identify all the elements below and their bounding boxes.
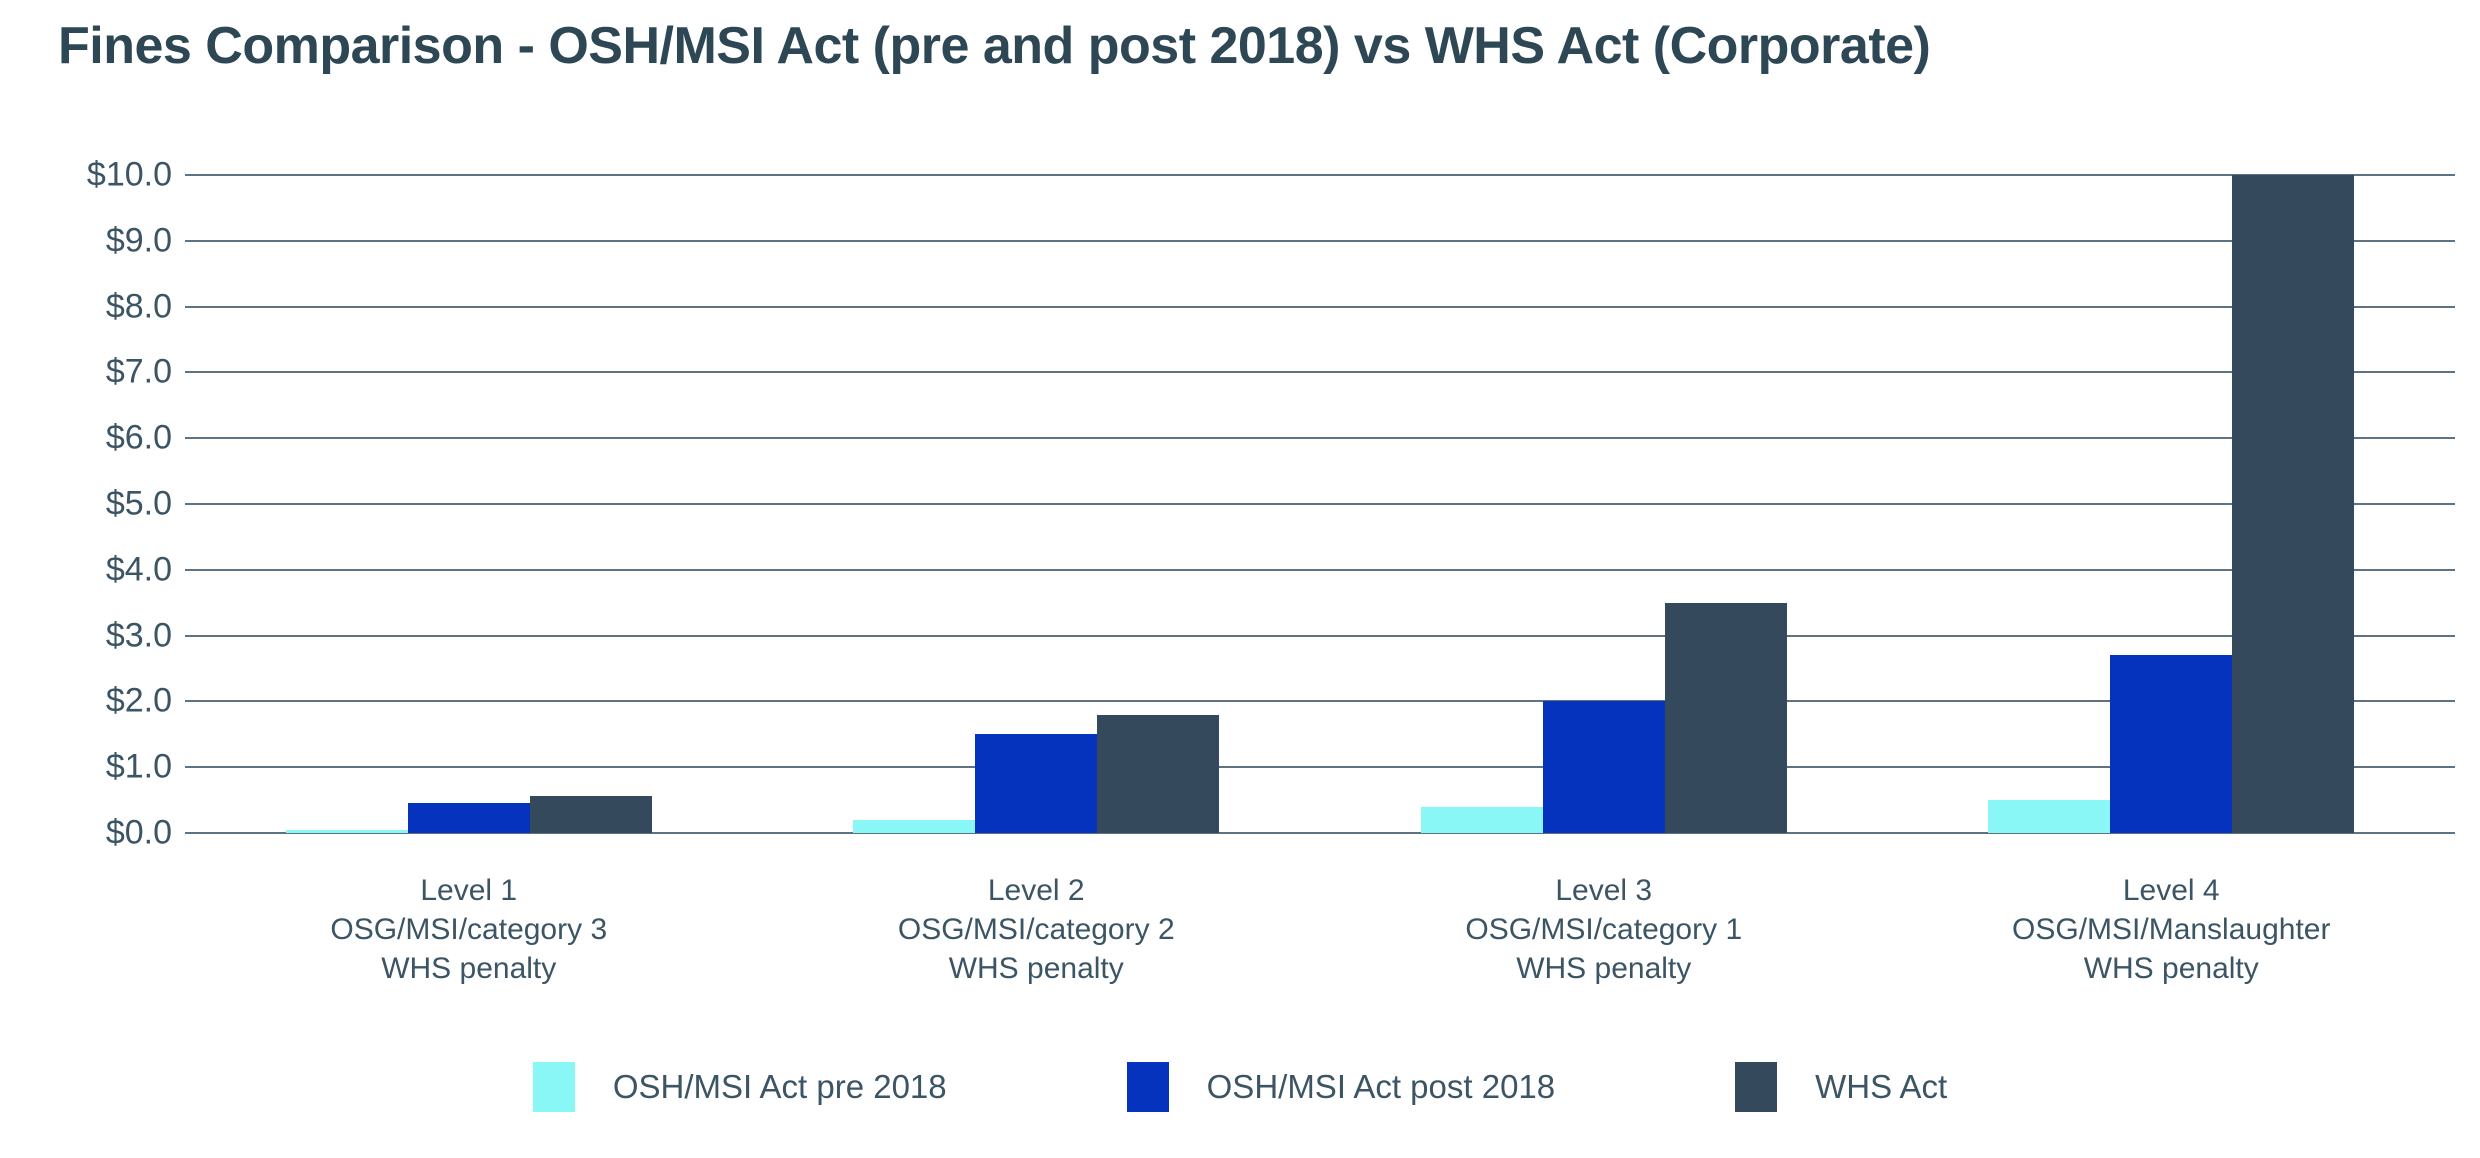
legend-swatch-icon xyxy=(532,1062,575,1112)
gridline-3 xyxy=(185,634,2455,637)
y-tick-label-3: $3.0 xyxy=(105,616,172,655)
y-tick-label-0: $0.0 xyxy=(105,813,172,852)
gridline-9 xyxy=(185,239,2455,242)
y-tick-label-2: $2.0 xyxy=(105,681,172,720)
bar-s1-c3 xyxy=(2110,655,2233,833)
gridline-2 xyxy=(185,700,2455,703)
y-tick-label-8: $8.0 xyxy=(105,287,172,326)
bar-s1-c1 xyxy=(975,734,1098,833)
legend-item-1: OSH/MSI Act pre 2018 xyxy=(532,1062,947,1112)
bar-s1-c0 xyxy=(407,803,530,833)
legend: OSH/MSI Act pre 2018 OSH/MSI Act post 201… xyxy=(0,1062,2480,1112)
legend-label: WHS Act xyxy=(1815,1068,1948,1105)
gridline-8 xyxy=(185,305,2455,308)
gridline-10 xyxy=(185,174,2455,176)
legend-swatch-icon xyxy=(1126,1062,1169,1112)
y-tick-label-5: $5.0 xyxy=(105,484,172,523)
x-category-label-line: WHS penalty xyxy=(2083,952,2259,985)
bar-group-3 xyxy=(1320,175,1888,833)
x-category-label-line: Level 2 xyxy=(987,874,1085,907)
bar-s2-c2 xyxy=(1664,602,1787,833)
bar-group-4 xyxy=(1888,175,2456,833)
y-tick-label-7: $7.0 xyxy=(105,352,172,391)
y-axis: $10.0 $9.0 $8.0 $7.0 $6.0 $5.0 $4.0 $3.0 $2.0 $1.… xyxy=(0,0,172,1158)
bar-group-2 xyxy=(753,175,1321,833)
x-category-label-line: OSG/MSI/Manslaughter xyxy=(2012,913,2331,946)
x-category-label-line: OSG/MSI/category 3 xyxy=(330,913,608,946)
y-tick-label-10: $10.0 xyxy=(86,155,172,194)
x-category-label-line: OSG/MSI/category 2 xyxy=(897,913,1175,946)
legend-label: OSH/MSI Act post 2018 xyxy=(1206,1068,1556,1105)
gridline-7 xyxy=(185,371,2455,374)
legend-swatch-icon xyxy=(1735,1062,1778,1112)
chart-title: Fines Comparison - OSH/MSI Act (pre and … xyxy=(58,17,1931,75)
bar-s0-c2 xyxy=(1420,806,1543,833)
plot-area xyxy=(185,174,2455,834)
x-category-label-1: Level 1 OSG/MSI/category 3 WHS penalty xyxy=(185,871,753,988)
x-axis-labels: Level 1 OSG/MSI/category 3 WHS penalty Leve… xyxy=(185,871,2455,988)
bar-s0-c1 xyxy=(853,819,976,833)
gridline-0 xyxy=(185,832,2455,834)
legend-label: OSH/MSI Act pre 2018 xyxy=(612,1068,947,1105)
y-tick-label-4: $4.0 xyxy=(105,550,172,589)
legend-item-2: OSH/MSI Act post 2018 xyxy=(1126,1062,1556,1112)
gridline-5 xyxy=(185,503,2455,505)
bar-s0-c3 xyxy=(1988,800,2111,833)
x-category-label-line: OSG/MSI/category 1 xyxy=(1465,913,1743,946)
x-category-label-4: Level 4 OSG/MSI/Manslaughter WHS penalty xyxy=(1888,871,2456,988)
x-category-label-line: Level 4 xyxy=(2122,874,2220,907)
bar-s1-c2 xyxy=(1542,701,1665,833)
x-category-label-3: Level 3 OSG/MSI/category 1 WHS penalty xyxy=(1320,871,1888,988)
y-tick-label-1: $1.0 xyxy=(105,747,172,786)
y-tick-label-6: $6.0 xyxy=(105,418,172,457)
gridline-1 xyxy=(185,766,2455,769)
bar-s2-c1 xyxy=(1097,714,1220,833)
x-category-label-line: WHS penalty xyxy=(1516,952,1692,985)
x-category-label-line: WHS penalty xyxy=(381,952,557,985)
x-category-label-line: Level 3 xyxy=(1555,874,1653,907)
x-category-label-line: WHS penalty xyxy=(948,952,1124,985)
bar-groups xyxy=(185,175,2455,833)
y-tick-label-9: $9.0 xyxy=(105,221,172,260)
bar-group-1 xyxy=(185,175,753,833)
bar-s2-c3 xyxy=(2232,175,2355,833)
gridline-6 xyxy=(185,437,2455,440)
legend-item-3: WHS Act xyxy=(1735,1062,1947,1112)
bar-s2-c0 xyxy=(529,795,652,833)
bar-s0-c0 xyxy=(285,829,408,833)
gridline-4 xyxy=(185,568,2455,571)
x-category-label-2: Level 2 OSG/MSI/category 2 WHS penalty xyxy=(753,871,1321,988)
x-category-label-line: Level 1 xyxy=(420,874,518,907)
